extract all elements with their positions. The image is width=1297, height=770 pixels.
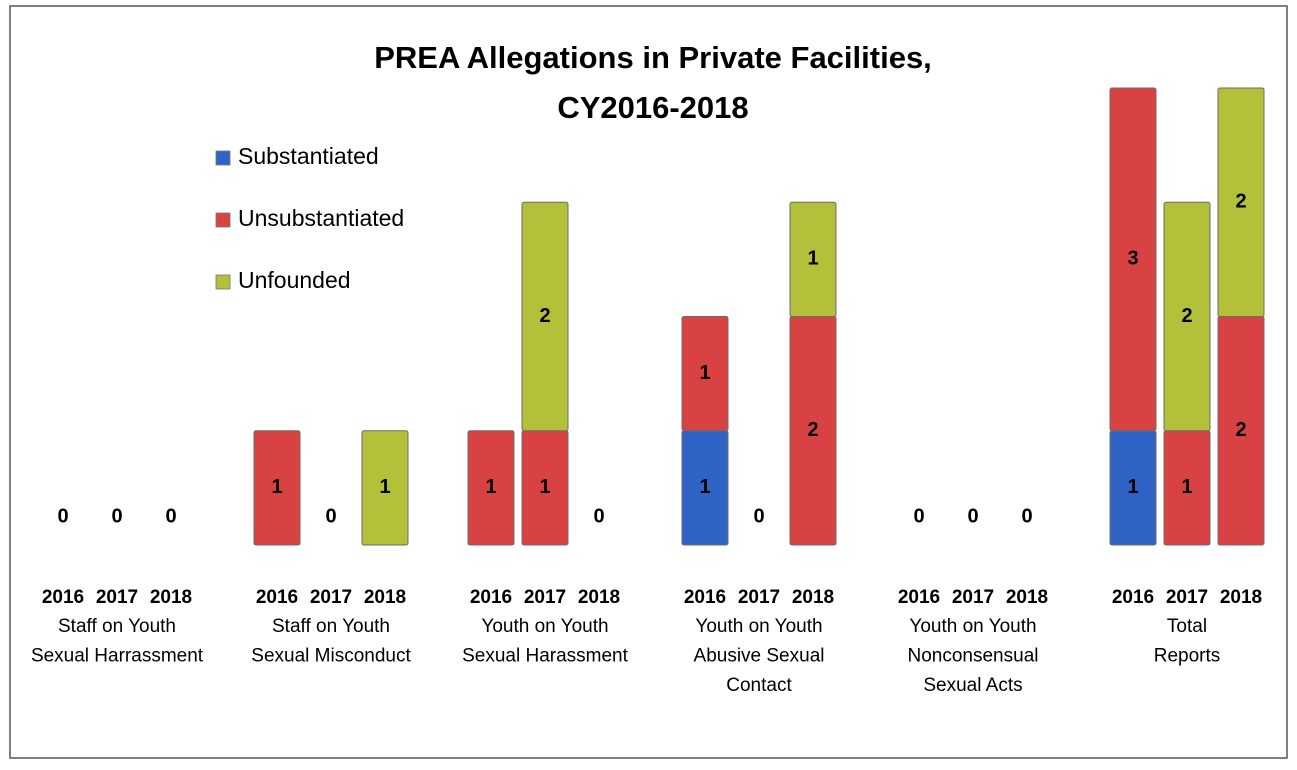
data-label: 0: [325, 505, 336, 527]
data-label: 1: [699, 362, 710, 384]
x-tick-label: 2017: [952, 587, 994, 608]
x-tick-label: 2018: [1220, 587, 1262, 608]
x-tick-label: 2016: [42, 587, 84, 608]
data-label: 2: [1235, 419, 1246, 441]
bar-segment: [361, 430, 409, 546]
data-label: 1: [807, 248, 818, 270]
x-tick-label: 2018: [150, 587, 192, 608]
group-label: Sexual Harassment: [462, 646, 629, 667]
group-label: Sexual Acts: [923, 675, 1022, 696]
group-label: Staff on Youth: [272, 616, 390, 637]
data-label: 0: [1021, 505, 1032, 527]
bar-segment: [521, 201, 569, 432]
x-tick-label: 2017: [524, 587, 566, 608]
bar-segment: [1109, 87, 1157, 432]
data-label: 0: [753, 505, 764, 527]
x-tick-label: 2018: [1006, 587, 1048, 608]
x-tick-label: 2016: [898, 587, 940, 608]
data-label: 1: [379, 476, 390, 498]
chart-title: CY2016-2018: [557, 90, 748, 125]
data-label: 1: [1127, 476, 1138, 498]
data-label: 2: [1181, 305, 1192, 327]
data-label: 1: [1181, 476, 1192, 498]
legend-swatch: [215, 150, 231, 166]
chart-title: PREA Allegations in Private Facilities,: [374, 40, 932, 75]
bar-segment: [467, 430, 515, 546]
x-tick-label: 2017: [1166, 587, 1208, 608]
data-label: 2: [539, 305, 550, 327]
data-label: 0: [913, 505, 924, 527]
data-label: 0: [593, 505, 604, 527]
data-label: 2: [807, 419, 818, 441]
group-label: Abusive Sexual: [694, 646, 825, 667]
bar-segment: [1163, 201, 1211, 432]
group-label: Nonconsensual: [908, 646, 1039, 667]
group-label: Youth on Youth: [481, 616, 608, 637]
legend-swatch: [215, 212, 231, 228]
legend-label: Unfounded: [238, 267, 351, 293]
data-label: 0: [165, 505, 176, 527]
x-tick-label: 2016: [684, 587, 726, 608]
x-tick-label: 2017: [96, 587, 138, 608]
group-label: Sexual Misconduct: [251, 646, 411, 667]
group-label: Youth on Youth: [909, 616, 1036, 637]
data-label: 2: [1235, 191, 1246, 213]
data-label: 0: [967, 505, 978, 527]
x-tick-label: 2016: [1112, 587, 1154, 608]
x-tick-label: 2018: [792, 587, 834, 608]
data-label: 1: [699, 476, 710, 498]
data-label: 0: [111, 505, 122, 527]
data-label: 1: [271, 476, 282, 498]
legend-swatch: [215, 274, 231, 290]
group-label: Youth on Youth: [695, 616, 822, 637]
group-label: Sexual Harrassment: [31, 646, 204, 667]
bar-segment: [1217, 87, 1265, 317]
x-tick-label: 2016: [470, 587, 512, 608]
chart-frame: [9, 5, 1288, 759]
bar-segment: [681, 316, 729, 432]
legend-label: Unsubstantiated: [238, 205, 404, 231]
data-label: 0: [57, 505, 68, 527]
x-tick-label: 2018: [578, 587, 620, 608]
bar-segment: [253, 430, 301, 546]
group-label: Reports: [1154, 646, 1221, 667]
x-tick-label: 2018: [364, 587, 406, 608]
data-label: 3: [1127, 248, 1138, 270]
x-tick-label: 2017: [310, 587, 352, 608]
legend-label: Substantiated: [238, 143, 379, 169]
x-tick-label: 2017: [738, 587, 780, 608]
data-label: 1: [485, 476, 496, 498]
x-tick-label: 2016: [256, 587, 298, 608]
bar-segment: [789, 201, 837, 317]
data-label: 1: [539, 476, 550, 498]
group-label: Contact: [726, 675, 792, 696]
group-label: Total: [1167, 616, 1207, 637]
group-label: Staff on Youth: [58, 616, 176, 637]
